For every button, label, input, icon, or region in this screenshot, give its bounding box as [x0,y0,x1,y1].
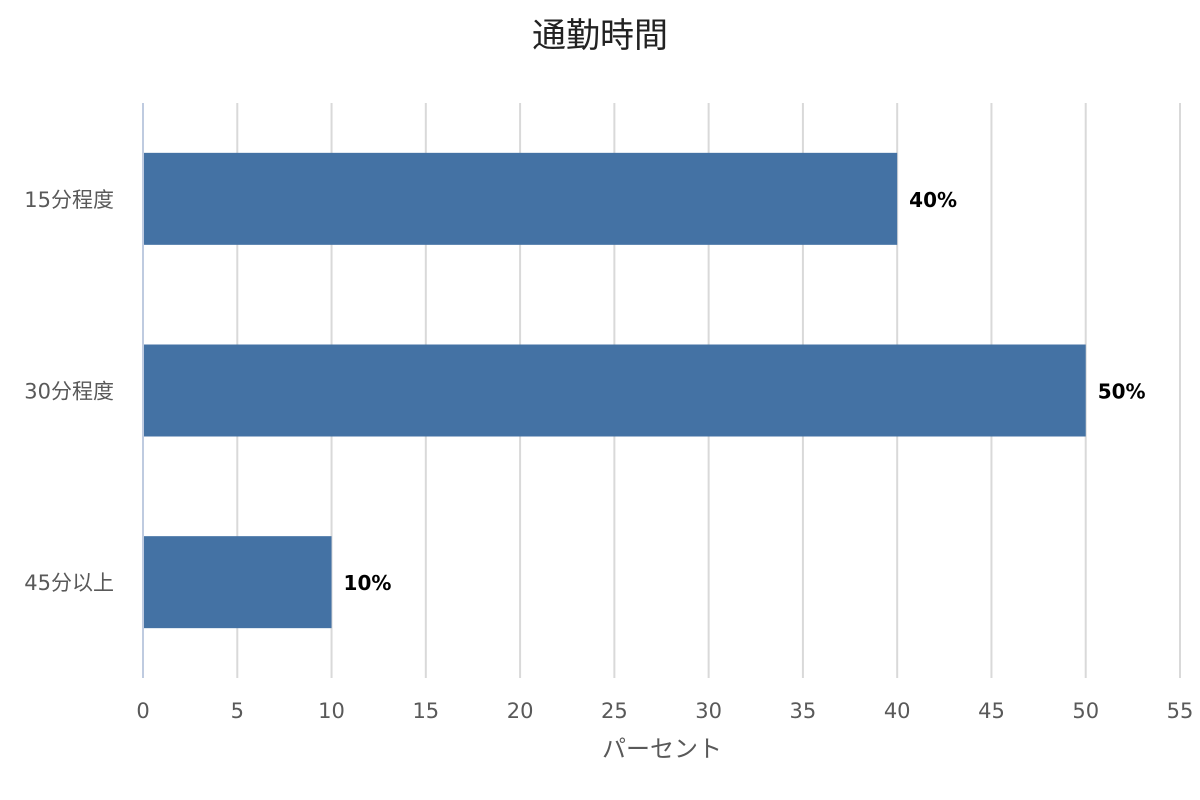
x-tick-label: 0 [136,699,149,723]
value-axis: 0 5 10 15 20 25 30 35 40 45 50 55 [136,699,1193,723]
x-axis-title: パーセント [602,735,722,763]
x-tick-label: 20 [507,699,534,723]
category-label: 45分以上 [24,571,114,595]
x-tick-label: 5 [231,699,244,723]
chart-title: 通勤時間 [532,16,668,56]
bar [143,152,898,245]
bars [143,152,1086,629]
data-label: 10% [344,571,392,595]
bar [143,344,1086,437]
x-tick-label: 50 [1072,699,1099,723]
x-tick-label: 35 [790,699,817,723]
category-label: 30分程度 [24,380,114,404]
x-tick-label: 30 [695,699,722,723]
category-label: 15分程度 [24,188,114,212]
data-label: 50% [1098,380,1146,404]
x-tick-label: 25 [601,699,628,723]
x-tick-label: 55 [1167,699,1194,723]
x-tick-label: 45 [978,699,1005,723]
x-tick-label: 10 [318,699,345,723]
data-labels: 40% 50% 10% [344,188,1146,595]
data-label: 40% [909,188,957,212]
x-tick-label: 40 [884,699,911,723]
bar [143,536,332,629]
x-tick-label: 15 [412,699,439,723]
category-axis: 15分程度 30分程度 45分以上 [24,103,144,678]
